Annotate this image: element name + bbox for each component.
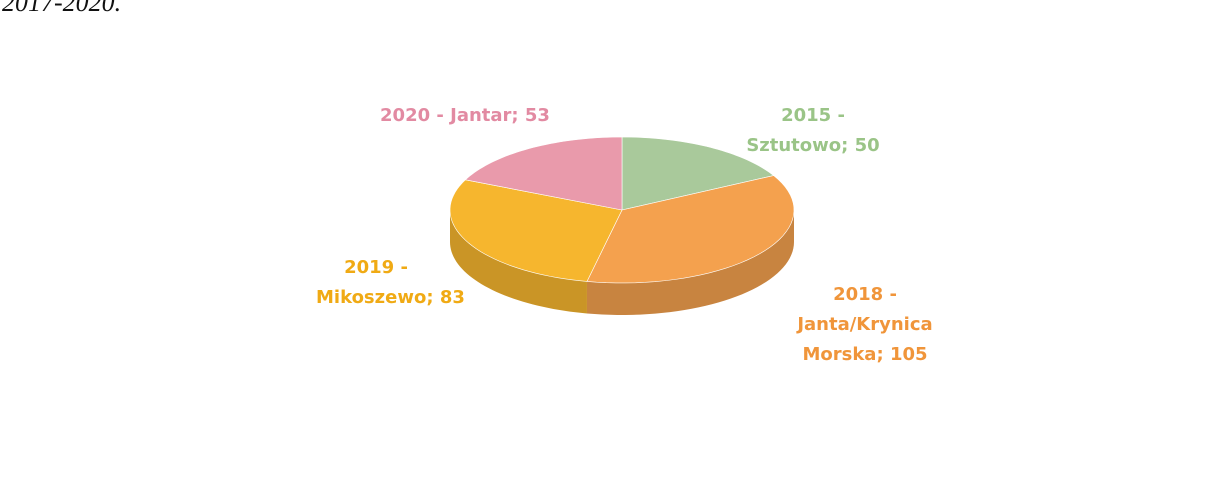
data-label: 2020 - Jantar; 53: [375, 101, 555, 131]
slice: [464, 136, 623, 211]
slice-side: [450, 210, 587, 314]
slice: [449, 179, 623, 282]
label-part: ;: [876, 344, 890, 365]
label-part: 2020 - Jantar: [380, 105, 512, 126]
slice: [621, 136, 775, 211]
label-part: 83: [439, 287, 465, 308]
label-part: 105: [889, 344, 928, 365]
data-label: 2019 - Mikoszewo; 83: [316, 253, 465, 313]
label-part: ;: [841, 135, 855, 156]
label-part: ;: [426, 287, 440, 308]
label-part: 2015 - Sztutowo: [746, 105, 845, 156]
slice: [586, 175, 795, 284]
data-label: 2018 - Janta/Krynica Morska; 105: [790, 280, 940, 370]
label-part: 50: [854, 135, 880, 156]
slice-side: [586, 210, 794, 315]
label-part: ;: [511, 105, 525, 126]
annotation: 2017-2020.: [2, 0, 122, 17]
label-part: 53: [524, 105, 550, 126]
label-part: 2019 - Mikoszewo: [316, 257, 427, 308]
data-label: 2015 - Sztutowo; 50: [728, 101, 898, 161]
label-part: 2018 - Janta/Krynica Morska: [797, 284, 933, 365]
